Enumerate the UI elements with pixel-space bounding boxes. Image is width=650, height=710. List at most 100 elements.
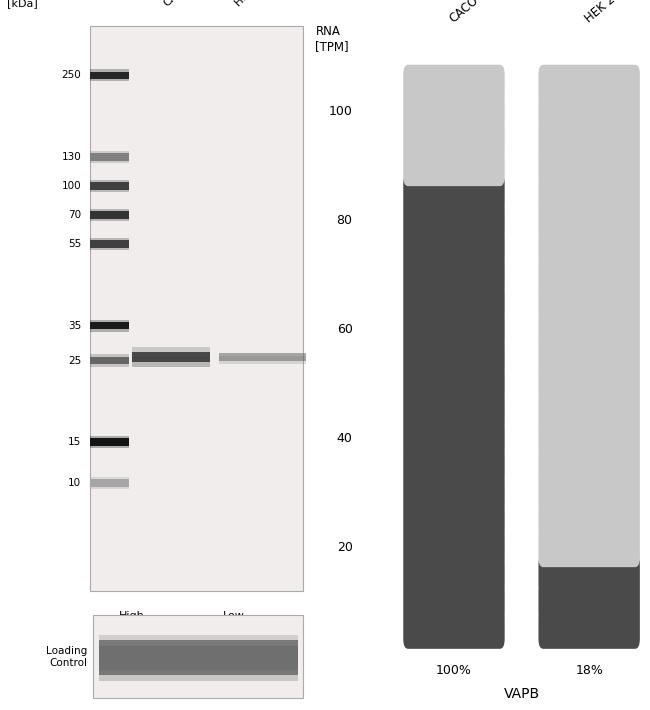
FancyBboxPatch shape xyxy=(90,322,129,329)
FancyBboxPatch shape xyxy=(90,72,129,79)
FancyBboxPatch shape xyxy=(90,359,129,367)
FancyBboxPatch shape xyxy=(538,65,640,104)
FancyBboxPatch shape xyxy=(132,347,210,358)
FancyBboxPatch shape xyxy=(403,92,504,132)
FancyBboxPatch shape xyxy=(93,615,302,699)
FancyBboxPatch shape xyxy=(99,640,298,675)
Text: CACO-2: CACO-2 xyxy=(162,0,200,9)
FancyBboxPatch shape xyxy=(403,146,504,186)
FancyBboxPatch shape xyxy=(403,528,504,567)
Text: 55: 55 xyxy=(68,239,81,249)
FancyBboxPatch shape xyxy=(132,352,210,362)
Text: 40: 40 xyxy=(337,432,352,445)
FancyBboxPatch shape xyxy=(90,69,129,77)
FancyBboxPatch shape xyxy=(90,243,129,251)
FancyBboxPatch shape xyxy=(538,391,640,431)
FancyBboxPatch shape xyxy=(403,391,504,431)
FancyBboxPatch shape xyxy=(403,173,504,213)
FancyBboxPatch shape xyxy=(538,310,640,349)
Text: HEK 293: HEK 293 xyxy=(234,0,274,9)
Text: Loading
Control: Loading Control xyxy=(46,646,87,667)
FancyBboxPatch shape xyxy=(90,182,129,190)
FancyBboxPatch shape xyxy=(90,155,129,163)
FancyBboxPatch shape xyxy=(538,92,640,132)
FancyBboxPatch shape xyxy=(538,201,640,241)
Text: 130: 130 xyxy=(62,152,81,162)
FancyBboxPatch shape xyxy=(90,151,129,158)
FancyBboxPatch shape xyxy=(403,473,504,513)
FancyBboxPatch shape xyxy=(403,337,504,376)
Text: 35: 35 xyxy=(68,321,81,331)
FancyBboxPatch shape xyxy=(90,354,129,362)
FancyBboxPatch shape xyxy=(538,500,640,540)
FancyBboxPatch shape xyxy=(219,353,320,361)
FancyBboxPatch shape xyxy=(538,473,640,513)
FancyBboxPatch shape xyxy=(403,310,504,349)
FancyBboxPatch shape xyxy=(538,283,640,322)
Text: 100: 100 xyxy=(62,181,81,191)
FancyBboxPatch shape xyxy=(538,582,640,622)
FancyBboxPatch shape xyxy=(90,436,129,444)
Text: Low: Low xyxy=(223,611,244,621)
FancyBboxPatch shape xyxy=(538,255,640,295)
FancyBboxPatch shape xyxy=(90,476,129,484)
FancyBboxPatch shape xyxy=(90,324,129,332)
Text: 20: 20 xyxy=(337,541,352,554)
FancyBboxPatch shape xyxy=(403,283,504,322)
FancyBboxPatch shape xyxy=(90,212,129,219)
FancyBboxPatch shape xyxy=(90,26,302,591)
FancyBboxPatch shape xyxy=(132,356,210,367)
Text: VAPB: VAPB xyxy=(504,687,540,701)
FancyBboxPatch shape xyxy=(403,65,504,104)
FancyBboxPatch shape xyxy=(90,214,129,222)
Text: 60: 60 xyxy=(337,323,352,336)
FancyBboxPatch shape xyxy=(403,446,504,486)
FancyBboxPatch shape xyxy=(538,337,640,376)
FancyBboxPatch shape xyxy=(538,528,640,567)
FancyBboxPatch shape xyxy=(538,228,640,268)
FancyBboxPatch shape xyxy=(90,479,129,486)
FancyBboxPatch shape xyxy=(538,173,640,213)
Text: 15: 15 xyxy=(68,437,81,447)
FancyBboxPatch shape xyxy=(90,153,129,160)
FancyBboxPatch shape xyxy=(90,320,129,327)
FancyBboxPatch shape xyxy=(219,356,320,364)
Text: 80: 80 xyxy=(337,214,352,227)
FancyBboxPatch shape xyxy=(403,201,504,241)
FancyBboxPatch shape xyxy=(90,74,129,82)
FancyBboxPatch shape xyxy=(90,441,129,448)
Text: [kDa]: [kDa] xyxy=(6,0,37,9)
FancyBboxPatch shape xyxy=(403,555,504,594)
FancyBboxPatch shape xyxy=(403,582,504,622)
FancyBboxPatch shape xyxy=(90,209,129,217)
Text: 250: 250 xyxy=(62,70,81,80)
Text: 100: 100 xyxy=(329,105,352,119)
Text: 100%: 100% xyxy=(436,665,472,677)
FancyBboxPatch shape xyxy=(90,357,129,364)
Text: High: High xyxy=(119,611,145,621)
FancyBboxPatch shape xyxy=(90,185,129,192)
FancyBboxPatch shape xyxy=(403,500,504,540)
FancyBboxPatch shape xyxy=(538,446,640,486)
FancyBboxPatch shape xyxy=(403,364,504,404)
Text: 18%: 18% xyxy=(575,665,603,677)
Text: HEK 293: HEK 293 xyxy=(582,0,629,25)
Text: 25: 25 xyxy=(68,356,81,366)
FancyBboxPatch shape xyxy=(403,255,504,295)
Text: RNA
[TPM]: RNA [TPM] xyxy=(315,25,349,53)
FancyBboxPatch shape xyxy=(90,180,129,187)
FancyBboxPatch shape xyxy=(403,609,504,649)
FancyBboxPatch shape xyxy=(403,418,504,459)
FancyBboxPatch shape xyxy=(99,645,298,681)
FancyBboxPatch shape xyxy=(538,119,640,159)
FancyBboxPatch shape xyxy=(99,635,298,670)
FancyBboxPatch shape xyxy=(90,438,129,446)
FancyBboxPatch shape xyxy=(538,146,640,186)
Text: 70: 70 xyxy=(68,210,81,220)
Text: 10: 10 xyxy=(68,478,81,488)
Text: CACO-2: CACO-2 xyxy=(447,0,491,25)
FancyBboxPatch shape xyxy=(538,555,640,594)
FancyBboxPatch shape xyxy=(90,481,129,489)
FancyBboxPatch shape xyxy=(403,228,504,268)
FancyBboxPatch shape xyxy=(90,241,129,248)
